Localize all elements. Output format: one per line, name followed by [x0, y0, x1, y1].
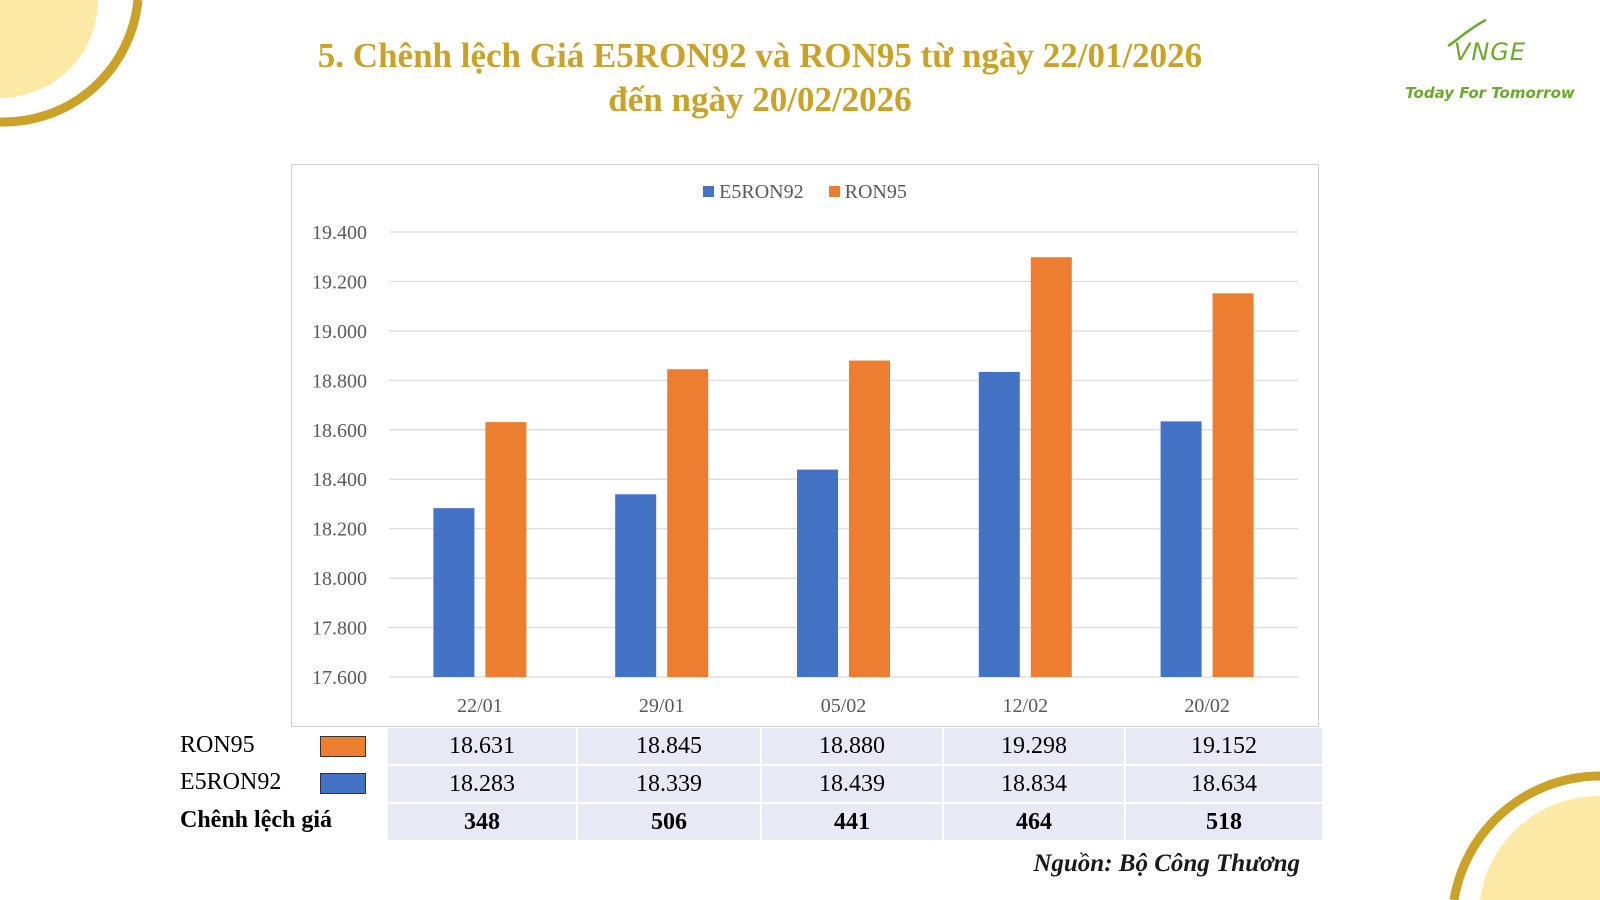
chart-plot: 17.600 17.800 18.000 18.200 18.400 18.600 18.8… — [312, 222, 1298, 717]
table-cell: 18.631 — [386, 728, 577, 766]
title-line-1: 5. Chênh lệch Giá E5RON92 và RON95 từ ng… — [317, 36, 1203, 75]
logo-mark: VNGE — [1453, 38, 1527, 66]
logo-leaf-icon — [1447, 18, 1487, 48]
logo-tagline: Today For Tomorrow — [1405, 84, 1575, 102]
row-label-text: RON95 — [180, 732, 255, 758]
table-cell: 18.834 — [942, 765, 1125, 804]
table-cell: 18.283 — [386, 765, 577, 804]
bar-e5ron92-29-01 — [615, 494, 657, 677]
table-cell: 348 — [386, 803, 577, 842]
gridlines — [389, 231, 1298, 678]
y-tick-label: 19.400 — [312, 222, 367, 244]
legend-swatch-ron95 — [828, 186, 840, 197]
bar-e5ron92-20-02 — [1160, 421, 1202, 677]
y-axis-ticks: 17.600 17.800 18.000 18.200 18.400 18.600 18.8… — [312, 222, 367, 689]
legend-label-e5ron92: E5RON92 — [719, 181, 804, 203]
e5ron92-swatch — [320, 773, 366, 794]
legend-label-ron95: RON95 — [844, 181, 907, 203]
bar-ron95-20-02 — [1212, 293, 1254, 677]
page-title: 5. Chênh lệch Giá E5RON92 và RON95 từ ng… — [170, 34, 1350, 122]
y-tick-label: 18.400 — [312, 469, 367, 491]
source-note: Nguồn: Bộ Công Thương — [1033, 850, 1300, 877]
table-cell: 18.880 — [760, 728, 943, 766]
bar-e5ron92-22-01 — [433, 508, 475, 677]
bar-ron95-29-01 — [667, 369, 709, 677]
x-tick-label: 29/01 — [639, 695, 685, 717]
table-cell: 18.845 — [576, 728, 761, 766]
x-tick-label: 22/01 — [457, 695, 503, 717]
legend-item-e5ron92: E5RON92 — [703, 181, 804, 204]
x-tick-label: 05/02 — [821, 695, 867, 717]
x-tick-label: 12/02 — [1003, 695, 1049, 717]
table-cell: 19.152 — [1124, 728, 1322, 766]
bar-chart: E5RON92 RON95 17.600 17.800 18.000 18.200 18… — [291, 164, 1319, 727]
y-tick-label: 17.600 — [312, 667, 367, 689]
table-cell: 18.439 — [760, 765, 943, 804]
y-tick-label: 19.200 — [312, 271, 367, 293]
bar-ron95-12-02 — [1030, 257, 1072, 677]
table-cell: 441 — [760, 803, 943, 842]
y-tick-label: 18.800 — [312, 370, 367, 392]
ron95-swatch — [320, 736, 366, 757]
vnge-logo: VNGE Today For Tomorrow — [1400, 18, 1580, 108]
x-tick-label: 20/02 — [1184, 695, 1230, 717]
corner-decoration-bottom-right — [1449, 771, 1600, 900]
table-row-ron95: RON95 18.631 18.845 18.880 19.298 19.152 — [180, 728, 1322, 766]
bars — [433, 257, 1254, 677]
table-cell: 518 — [1124, 803, 1322, 842]
y-tick-label: 18.200 — [312, 519, 367, 541]
bar-ron95-22-01 — [485, 422, 527, 677]
table-cell: 506 — [576, 803, 761, 842]
row-label-text: E5RON92 — [180, 769, 282, 795]
y-tick-label: 17.800 — [312, 618, 367, 640]
x-axis-ticks: 22/01 29/01 05/02 12/02 20/02 — [457, 695, 1230, 717]
table-cell: 18.339 — [576, 765, 761, 804]
bar-e5ron92-12-02 — [978, 371, 1020, 677]
row-label-price-difference: Chênh lệch giá — [180, 803, 387, 841]
y-tick-label: 18.000 — [312, 568, 367, 590]
data-table: RON95 18.631 18.845 18.880 19.298 19.152… — [180, 728, 1322, 842]
table-row-price-difference: Chênh lệch giá 348 506 441 464 518 — [180, 803, 1322, 842]
corner-decoration-top-left — [0, 0, 143, 127]
table-cell: 18.634 — [1124, 765, 1322, 804]
chart-legend: E5RON92 RON95 — [292, 181, 1318, 204]
legend-item-ron95: RON95 — [828, 181, 907, 204]
y-tick-label: 19.000 — [312, 321, 367, 343]
legend-swatch-e5ron92 — [703, 186, 715, 197]
row-label-ron95: RON95 — [180, 728, 387, 765]
table-cell: 464 — [942, 803, 1125, 842]
y-tick-label: 18.600 — [312, 420, 367, 442]
table-row-e5ron92: E5RON92 18.283 18.339 18.439 18.834 18.6… — [180, 765, 1322, 804]
row-label-e5ron92: E5RON92 — [180, 765, 387, 803]
bar-e5ron92-05-02 — [797, 469, 838, 677]
row-label-text: Chênh lệch giá — [180, 807, 333, 833]
bar-ron95-05-02 — [849, 360, 890, 677]
table-cell: 19.298 — [942, 728, 1125, 766]
title-line-2: đến ngày 20/02/2026 — [608, 80, 912, 119]
